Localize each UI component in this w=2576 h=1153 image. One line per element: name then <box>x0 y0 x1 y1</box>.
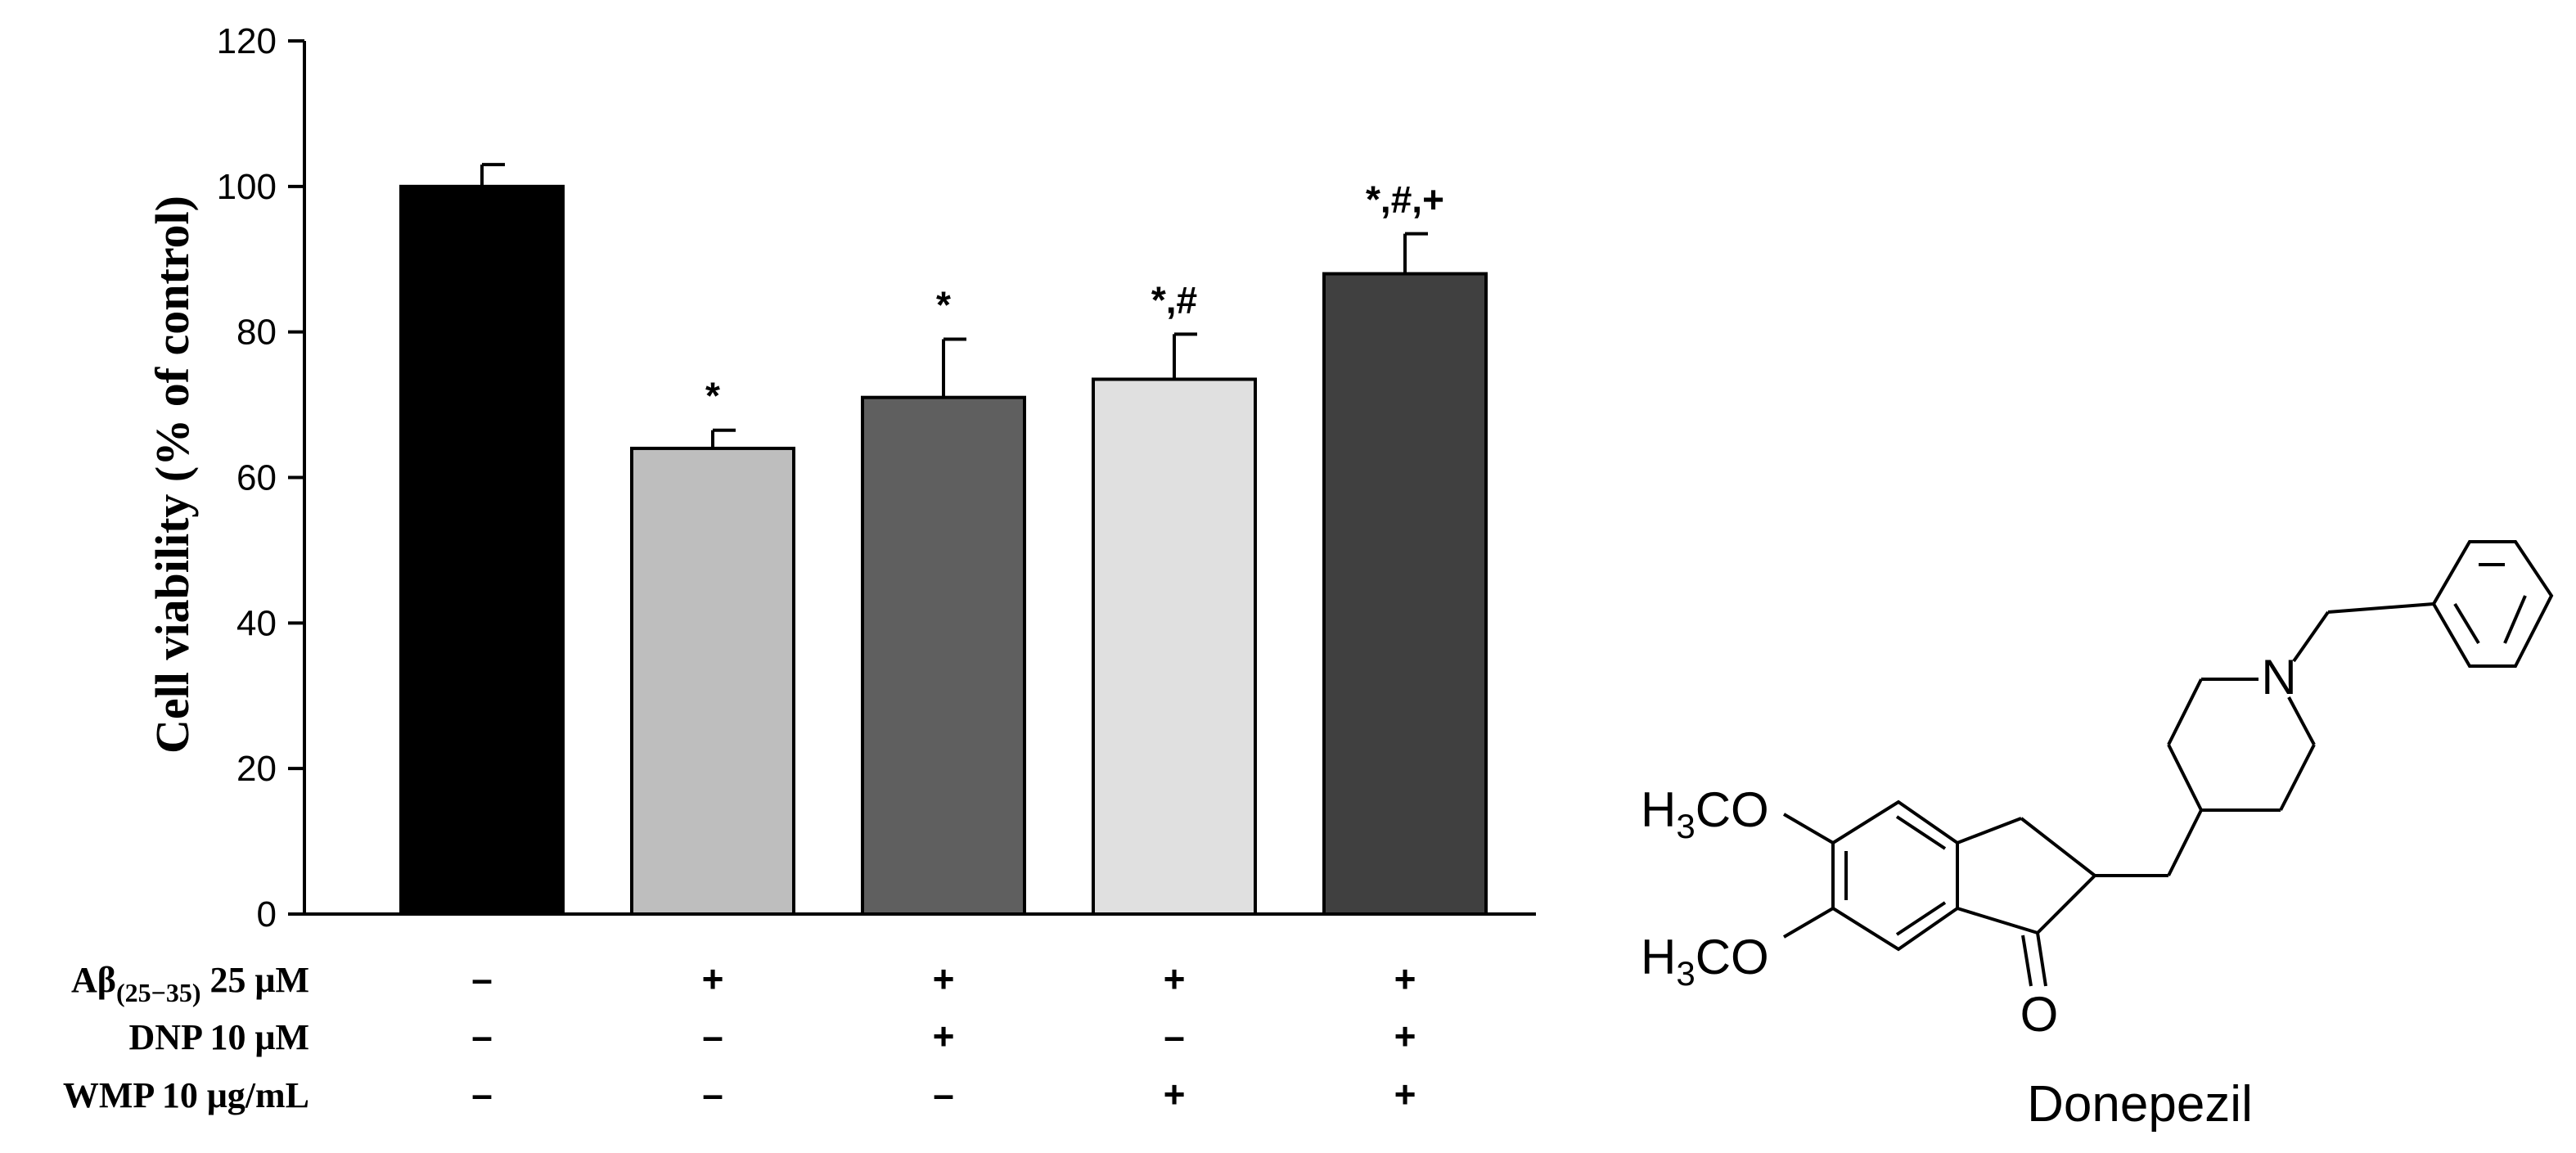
indanone-five-ring <box>1957 817 2096 935</box>
methoxy-bond-bottom <box>1782 907 1835 939</box>
y-tick-label: 120 <box>217 21 277 61</box>
structure-labels: N O H3CO H3CO Donepezil <box>1641 650 2297 1133</box>
treatment-mark: – <box>702 1015 723 1057</box>
treatment-mark: + <box>1394 957 1416 1000</box>
y-tick-label: 100 <box>217 167 277 207</box>
treatment-mark: + <box>1164 1073 1186 1115</box>
y-tick-label: 40 <box>236 603 277 643</box>
treatment-mark: – <box>933 1073 954 1115</box>
treatment-mark: + <box>1394 1073 1416 1115</box>
treatment-mark: + <box>933 1015 955 1057</box>
y-tick-label: 80 <box>236 313 277 353</box>
bar-chart: Cell viability (% of control) * * *,# *,#,+… <box>63 21 1536 1115</box>
treatment-mark: – <box>471 1073 493 1115</box>
significance-label: * <box>936 284 951 327</box>
benzyl-bond <box>2327 602 2434 614</box>
atom-label-o: O <box>2020 987 2059 1042</box>
y-tick-label: 0 <box>257 894 277 935</box>
carbonyl-bond <box>2021 932 2047 987</box>
methoxy-label-top: H3CO <box>1641 782 1769 845</box>
y-tick-label: 60 <box>236 458 277 498</box>
significance-label: *,#,+ <box>1366 178 1444 221</box>
donepezil-structure <box>1782 540 2554 987</box>
significance-label: * <box>705 375 720 417</box>
treatment-mark: – <box>1164 1015 1185 1057</box>
treatment-table: Aβ(25−35) 25 μM – + + + + DNP 10 μM – – + – + WMP 10… <box>63 957 1416 1115</box>
treatment-mark: + <box>702 957 724 1000</box>
piperidine-ring <box>2167 678 2316 812</box>
bar <box>399 184 565 917</box>
treatment-mark: + <box>1394 1015 1416 1057</box>
bar <box>1322 272 1488 916</box>
treatment-mark: – <box>471 957 493 1000</box>
significance-labels: * * *,# *,#,+ <box>705 178 1444 417</box>
compound-name: Donepezil <box>2027 1076 2253 1133</box>
treatment-row-label: DNP 10 μM <box>129 1017 309 1057</box>
treatment-mark: + <box>1164 957 1186 1000</box>
treatment-row-label: WMP 10 μg/mL <box>63 1075 309 1115</box>
treatment-mark: – <box>471 1015 493 1057</box>
y-ticks: 0 20 40 60 80 100 120 <box>217 21 304 935</box>
methoxy-label-bottom: H3CO <box>1641 930 1769 993</box>
ring-ch2-bond <box>2167 809 2203 876</box>
atom-label-n: N <box>2261 650 2296 705</box>
indanone-six-ring <box>1831 799 1959 952</box>
treatment-mark: + <box>933 957 955 1000</box>
benzene-ring <box>2431 540 2554 668</box>
treatment-mark: – <box>702 1073 723 1115</box>
methoxy-bond-top <box>1782 813 1835 844</box>
y-tick-label: 20 <box>236 749 277 789</box>
error-bars <box>480 163 1428 448</box>
significance-label: *,# <box>1151 278 1197 321</box>
n-ch2-bond <box>2292 610 2330 663</box>
bar <box>861 395 1026 917</box>
bar <box>1092 377 1257 916</box>
y-axis-label: Cell viability (% of control) <box>146 196 199 754</box>
bar <box>630 446 795 916</box>
treatment-row-label: Aβ(25−35) 25 μM <box>71 960 309 1007</box>
